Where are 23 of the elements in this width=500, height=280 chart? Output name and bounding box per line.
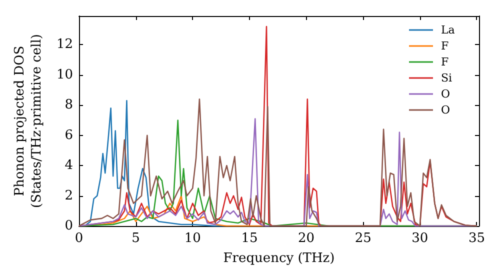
x-tick-label: 20 <box>298 231 315 246</box>
x-tick-label: 30 <box>412 231 428 246</box>
y-tick-label: 0 <box>64 218 73 234</box>
x-tick-label: 5 <box>132 231 140 246</box>
legend-label: F <box>441 56 449 68</box>
x-tick-label: 10 <box>184 231 201 246</box>
x-tick-label: 25 <box>354 231 372 246</box>
x-tick-label: 35 <box>468 231 485 246</box>
legend-label: La <box>441 24 456 36</box>
legend-label: Si <box>441 72 453 84</box>
y-tick-label: 6 <box>64 128 73 143</box>
x-tick-label: 0 <box>74 231 84 246</box>
y-tick-label: 4 <box>64 158 73 174</box>
y-tick-label: 2 <box>64 188 73 204</box>
x-axis-title: Frequency (THz) <box>223 251 335 266</box>
legend-label: F <box>441 40 449 52</box>
x-tick-label: 15 <box>241 231 258 246</box>
legend-label: O <box>441 88 450 100</box>
y-tick-label: 8 <box>64 98 73 113</box>
y-tick-label: 10 <box>56 67 73 82</box>
y-tick-label: 12 <box>56 37 73 52</box>
legend-label: O <box>441 104 450 116</box>
y-axis-title: Phonon projected DOS (States/THz·primitive cell) <box>12 34 45 208</box>
